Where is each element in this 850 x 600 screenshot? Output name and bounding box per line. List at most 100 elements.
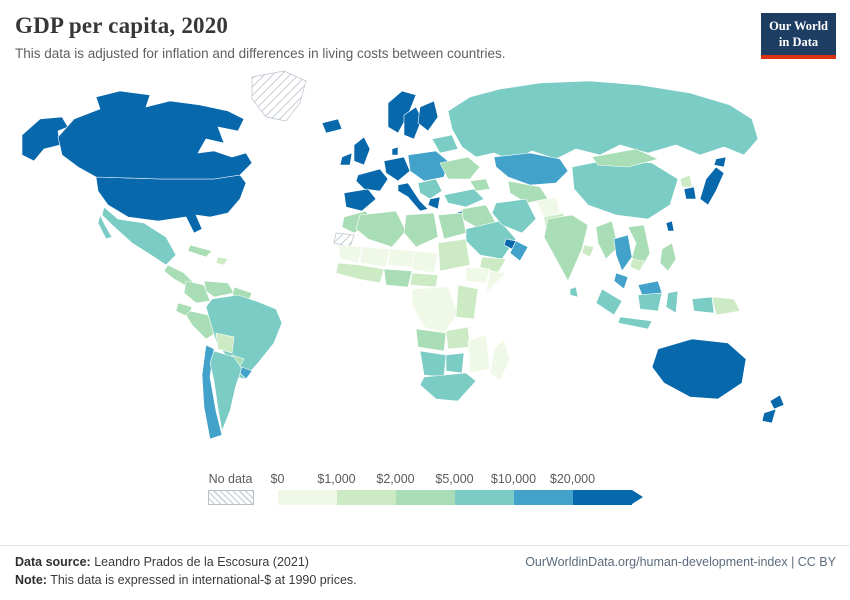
- country-drc[interactable]: [411, 286, 459, 334]
- owid-logo[interactable]: Our World in Data: [761, 13, 836, 59]
- country-new-zealand[interactable]: [761, 394, 785, 424]
- country-cambodia[interactable]: [629, 258, 645, 272]
- country-angola[interactable]: [415, 328, 447, 352]
- country-mongolia[interactable]: [591, 148, 659, 168]
- country-libya[interactable]: [403, 212, 439, 248]
- country-afghanistan[interactable]: [535, 196, 561, 218]
- country-greenland[interactable]: [251, 70, 307, 122]
- legend-bin-5-swatch[interactable]: [572, 490, 632, 505]
- country-eastern-europe[interactable]: [407, 150, 449, 182]
- country-south-africa[interactable]: [419, 372, 477, 402]
- legend-tick-1: $1,000: [317, 472, 356, 486]
- legend-color-scale: $0 $1,000 $2,000 $5,000 $10,000 $20,000: [271, 472, 643, 505]
- country-sudan[interactable]: [437, 238, 471, 272]
- country-east-africa[interactable]: [455, 284, 479, 320]
- country-egypt[interactable]: [437, 212, 467, 240]
- country-colombia[interactable]: [183, 280, 211, 304]
- legend-bin-4-swatch[interactable]: [513, 490, 573, 505]
- country-mauritania[interactable]: [337, 244, 363, 264]
- country-baltics-belarus[interactable]: [431, 134, 459, 154]
- country-west-africa[interactable]: [335, 262, 385, 284]
- country-nigeria[interactable]: [383, 268, 413, 288]
- legend-tick-5: $20,000: [549, 472, 596, 486]
- country-thailand[interactable]: [613, 234, 633, 272]
- country-south-korea[interactable]: [683, 186, 697, 200]
- country-taiwan[interactable]: [665, 220, 675, 232]
- country-myanmar[interactable]: [595, 220, 619, 260]
- note-text: This data is expressed in international-…: [50, 573, 357, 587]
- country-algeria[interactable]: [355, 210, 407, 248]
- chart-title: GDP per capita, 2020: [15, 13, 229, 38]
- country-italy[interactable]: [397, 182, 429, 212]
- world-map[interactable]: [0, 67, 850, 470]
- legend-bin-3-swatch[interactable]: [454, 490, 514, 505]
- country-ireland[interactable]: [339, 152, 353, 166]
- note-line: Note: This data is expressed in internat…: [15, 573, 357, 587]
- country-greece[interactable]: [427, 196, 441, 210]
- country-australia[interactable]: [651, 338, 747, 400]
- country-mozambique-zimbabwe[interactable]: [467, 334, 491, 374]
- country-cuba[interactable]: [187, 244, 213, 258]
- country-turkey[interactable]: [443, 188, 485, 208]
- legend-bin-2-swatch[interactable]: [395, 490, 455, 505]
- country-finland[interactable]: [417, 100, 439, 132]
- country-north-korea[interactable]: [679, 174, 693, 188]
- country-madagascar[interactable]: [489, 338, 511, 382]
- legend-no-data: No data: [207, 472, 254, 505]
- legend-no-data-swatch[interactable]: [207, 490, 254, 505]
- legend-arrow: [631, 490, 643, 504]
- country-iberia[interactable]: [343, 188, 377, 212]
- country-indonesia[interactable]: [595, 288, 715, 330]
- country-mexico[interactable]: [97, 206, 177, 266]
- country-kazakhstan[interactable]: [493, 152, 569, 186]
- title-block: GDP per capita, 2020 This data is adjust…: [15, 13, 506, 61]
- country-gulf-states[interactable]: [503, 238, 517, 250]
- legend-color-bar: [277, 490, 643, 505]
- owid-logo-line1: Our World: [769, 19, 828, 33]
- country-botswana[interactable]: [445, 352, 465, 374]
- country-germany-central[interactable]: [383, 156, 411, 182]
- country-mali[interactable]: [359, 246, 391, 268]
- country-niger[interactable]: [387, 248, 415, 268]
- country-ethiopia[interactable]: [465, 266, 491, 284]
- country-bangladesh[interactable]: [581, 244, 595, 258]
- country-japan[interactable]: [699, 156, 727, 206]
- country-sri-lanka[interactable]: [569, 286, 579, 298]
- data-source-line: Data source: Leandro Prados de la Escosu…: [15, 555, 357, 569]
- country-china[interactable]: [571, 158, 679, 220]
- country-somalia[interactable]: [485, 270, 507, 294]
- country-india[interactable]: [543, 214, 589, 282]
- country-namibia[interactable]: [419, 350, 447, 378]
- world-map-svg[interactable]: [0, 67, 850, 465]
- country-cameroon-car[interactable]: [409, 272, 439, 288]
- country-sweden[interactable]: [403, 106, 423, 140]
- country-balkans[interactable]: [417, 178, 443, 200]
- note-label: Note:: [15, 573, 47, 587]
- country-western-sahara[interactable]: [333, 232, 355, 248]
- country-bolivia[interactable]: [215, 332, 235, 354]
- legend-bin-0-swatch[interactable]: [277, 490, 337, 505]
- country-caucasus[interactable]: [469, 178, 491, 192]
- country-ukraine[interactable]: [439, 156, 481, 180]
- country-papua-new-guinea[interactable]: [711, 296, 741, 316]
- country-denmark[interactable]: [391, 146, 399, 156]
- country-canada[interactable]: [57, 90, 253, 180]
- country-zambia[interactable]: [445, 326, 471, 350]
- country-iceland[interactable]: [321, 118, 343, 134]
- country-malaysia[interactable]: [613, 272, 663, 296]
- country-chad[interactable]: [411, 250, 439, 274]
- citation-link[interactable]: OurWorldinData.org/human-development-ind…: [525, 555, 836, 569]
- footer-left: Data source: Leandro Prados de la Escosu…: [15, 555, 357, 587]
- country-philippines[interactable]: [659, 242, 677, 272]
- country-uruguay[interactable]: [239, 366, 253, 380]
- country-hispaniola[interactable]: [215, 256, 229, 266]
- legend-tick-3: $5,000: [435, 472, 474, 486]
- country-argentina[interactable]: [209, 350, 243, 433]
- country-iran[interactable]: [491, 198, 537, 234]
- country-uk[interactable]: [353, 136, 371, 166]
- legend-bin-1-swatch[interactable]: [336, 490, 396, 505]
- legend-tick-2: $2,000: [376, 472, 415, 486]
- country-russia[interactable]: [447, 80, 759, 162]
- country-france[interactable]: [355, 168, 389, 192]
- country-venezuela[interactable]: [203, 280, 235, 298]
